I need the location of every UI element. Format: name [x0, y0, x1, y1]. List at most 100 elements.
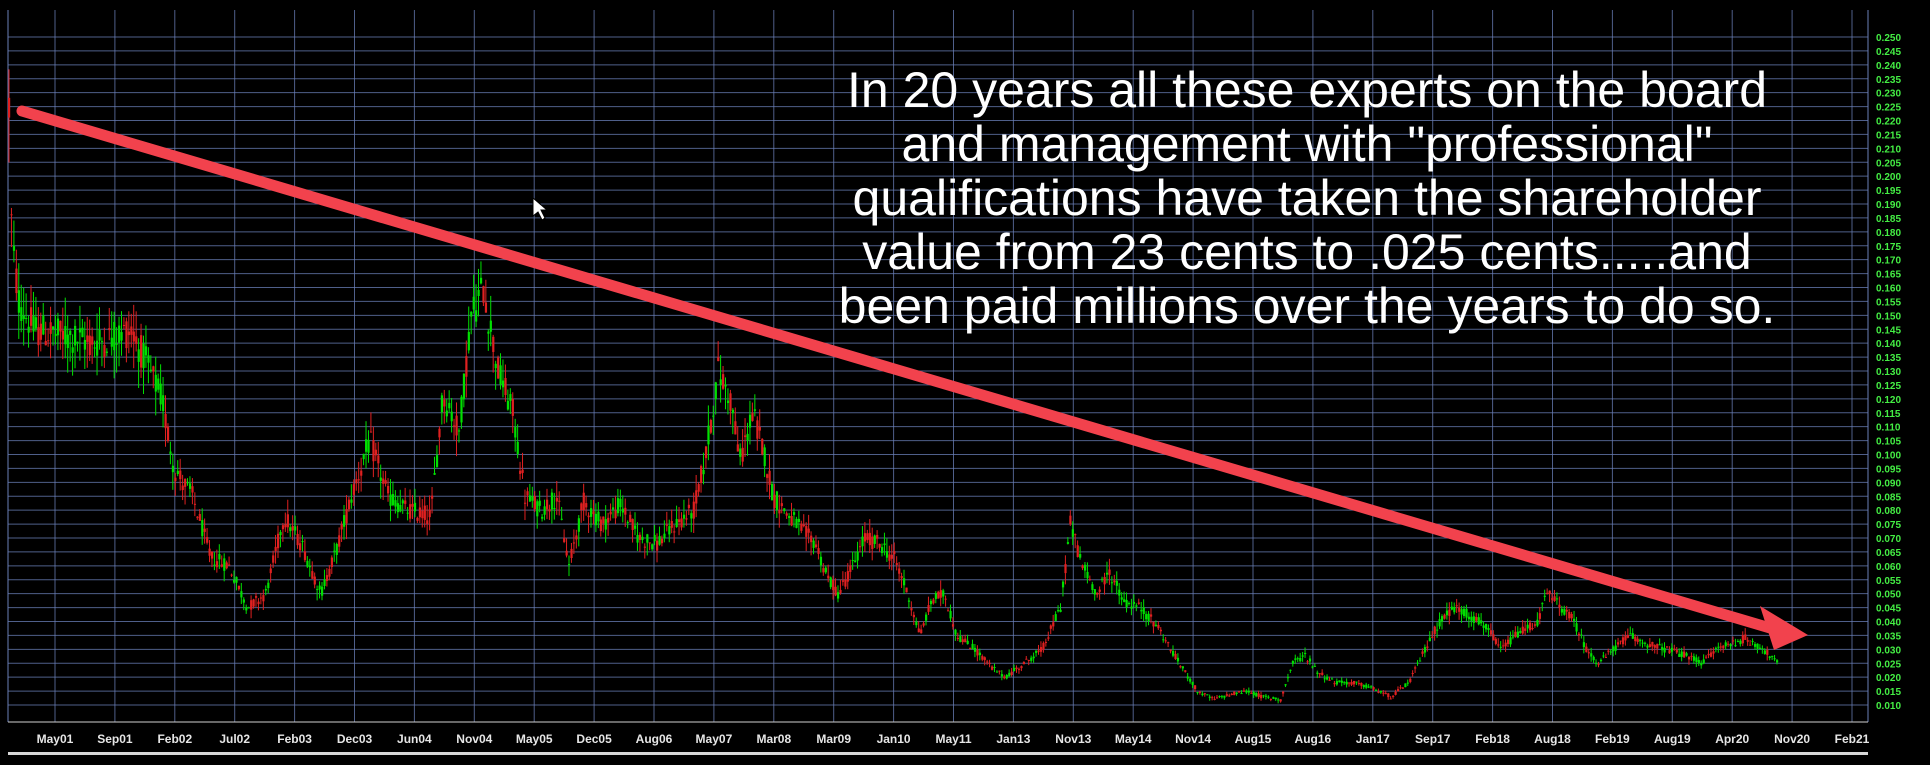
candle-body: [770, 483, 774, 501]
x-tick-label: May14: [1115, 732, 1152, 746]
candle-body: [1683, 651, 1686, 658]
candle-body: [983, 657, 986, 661]
chart-grid: [7, 10, 1869, 722]
candle-body: [1614, 645, 1617, 651]
x-tick-label: Jan10: [877, 732, 911, 746]
candle-body: [1318, 673, 1321, 675]
candle-body: [1005, 674, 1008, 679]
candle-body: [1042, 642, 1045, 650]
candle-body: [333, 550, 336, 552]
y-tick-label: 0.045: [1876, 604, 1901, 615]
candle-body: [951, 624, 955, 627]
candle-body: [665, 524, 669, 526]
candle-body: [868, 532, 871, 546]
candle-body: [284, 524, 287, 528]
candle-body: [607, 517, 610, 523]
candle-body: [898, 568, 901, 574]
candle-body: [311, 571, 314, 579]
candle-body: [563, 537, 566, 542]
candle-body: [1091, 584, 1094, 590]
candle-body: [316, 589, 319, 591]
candle-body: [1262, 695, 1265, 697]
candle-body: [1147, 613, 1150, 622]
candle-body: [648, 542, 651, 544]
candle-body: [680, 518, 683, 528]
candle-body: [1274, 697, 1277, 700]
candle-body: [873, 535, 876, 544]
candle-body: [1680, 651, 1683, 657]
candle-body: [1712, 651, 1715, 654]
x-tick-label: Aug16: [1295, 732, 1332, 746]
candle-body: [428, 509, 431, 518]
candle-body: [1541, 603, 1544, 605]
candle-body: [1773, 658, 1776, 660]
candle-body: [1404, 683, 1407, 688]
candle-body: [1658, 644, 1661, 646]
candle-body: [1086, 571, 1089, 579]
candle-body: [1548, 590, 1551, 595]
candle-body: [1118, 589, 1121, 596]
candle-body: [1120, 597, 1123, 600]
candle-body: [1487, 628, 1490, 630]
candle-body: [567, 564, 571, 566]
candle-body: [944, 598, 947, 600]
candle-body: [157, 378, 160, 390]
candle-body: [367, 439, 370, 453]
candle-body: [519, 470, 522, 474]
candle-body: [878, 543, 881, 548]
candle-body: [854, 560, 857, 563]
candle-body: [626, 522, 629, 524]
candle-body: [470, 311, 473, 317]
candle-body: [1739, 640, 1742, 645]
candle-body: [1497, 644, 1500, 646]
candle-body: [995, 671, 999, 673]
candle-body: [1575, 623, 1578, 632]
candle-body: [49, 322, 52, 334]
candle-body: [986, 661, 989, 663]
candle-body: [343, 515, 346, 527]
candle-body: [612, 507, 615, 510]
candle-body: [709, 419, 713, 433]
candle-body: [1088, 578, 1092, 580]
candle-body: [910, 608, 913, 611]
candle-body: [330, 557, 333, 568]
candle-body: [66, 334, 69, 349]
candle-body: [98, 329, 101, 341]
candle-body: [1431, 637, 1434, 639]
candle-body: [32, 315, 35, 332]
candle-body: [42, 315, 45, 335]
candle-body: [409, 504, 412, 519]
candle-body: [824, 567, 827, 573]
candle-body: [294, 526, 297, 531]
candle-body: [582, 492, 585, 511]
candle-body: [756, 420, 759, 439]
x-tick-label: Nov20: [1774, 732, 1810, 746]
candle-body: [1648, 644, 1652, 647]
candle-body: [553, 508, 556, 510]
candle-body: [1607, 650, 1610, 652]
candle-body: [1590, 653, 1593, 657]
candle-body: [384, 480, 387, 484]
candle-body: [939, 590, 942, 598]
candle-body: [807, 528, 810, 533]
candle-body: [861, 536, 864, 547]
y-tick-label: 0.215: [1876, 130, 1901, 141]
candle-body: [1044, 641, 1048, 643]
candle-body: [621, 508, 624, 513]
candle-body: [191, 486, 194, 493]
candle-body: [215, 561, 219, 568]
candle-body: [1423, 647, 1427, 653]
candle-body: [766, 474, 769, 478]
candle-body: [313, 576, 316, 585]
candle-body: [198, 513, 201, 521]
y-tick-label: 0.250: [1876, 33, 1901, 44]
candle-body: [423, 505, 426, 520]
annotation-line: value from 23 cents to .025 cents.....an…: [862, 224, 1751, 280]
candle-body: [570, 548, 573, 559]
candle-body: [372, 440, 375, 462]
candle-body: [15, 268, 18, 294]
candle-body: [876, 535, 879, 539]
candle-body: [22, 315, 25, 320]
candle-body: [697, 484, 700, 492]
y-tick-label: 0.120: [1876, 395, 1901, 406]
